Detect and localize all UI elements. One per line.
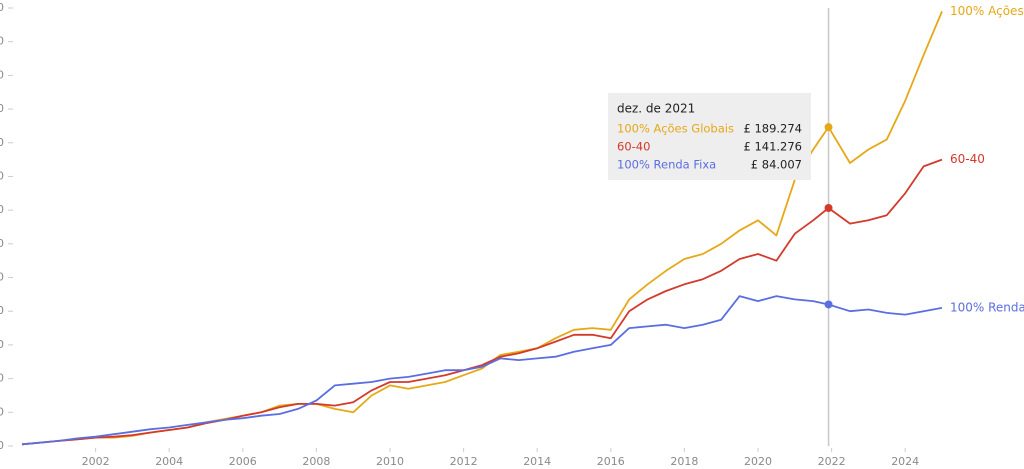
y-tick-label: 200.000 [0, 102, 4, 115]
y-tick-label: 0 [0, 439, 4, 452]
x-tick-label: 2022 [818, 455, 846, 468]
end-label: 100% Renda [950, 300, 1024, 314]
tooltip-value: £ 141.276 [743, 140, 802, 154]
y-tick-label: 240.000 [0, 35, 4, 48]
x-tick-label: 2016 [597, 455, 625, 468]
x-tick-label: 2012 [450, 455, 478, 468]
y-tick-label: 180.000 [0, 136, 4, 149]
x-tick-label: 2004 [155, 455, 183, 468]
tooltip-title: dez. de 2021 [617, 102, 695, 116]
y-tick-label: 120.000 [0, 237, 4, 250]
hover-dot [824, 204, 833, 213]
y-tick-label: 80.000 [0, 304, 4, 317]
y-tick-label: 20.000 [0, 405, 4, 418]
x-tick-label: 2010 [376, 455, 404, 468]
x-tick-label: 2008 [302, 455, 330, 468]
x-tick-label: 2006 [229, 455, 257, 468]
tooltip-box [608, 93, 811, 180]
tooltip-name: 60-40 [617, 140, 650, 154]
y-tick-label: 100.000 [0, 271, 4, 284]
y-tick-label: 140.000 [0, 203, 4, 216]
end-label: 100% Ações [950, 4, 1024, 18]
series-line [21, 295, 943, 446]
y-tick-label: 160.000 [0, 169, 4, 182]
x-tick-label: 2020 [744, 455, 772, 468]
x-tick-label: 2018 [670, 455, 698, 468]
tooltip-value: £ 189.274 [743, 122, 802, 136]
y-tick-label: 220.000 [0, 68, 4, 81]
hover-dot [824, 123, 833, 132]
hover-dot [824, 300, 833, 309]
end-label: 60-40 [950, 152, 985, 166]
series-line [21, 158, 943, 446]
y-tick-label: 260.000 [0, 1, 4, 14]
y-tick-label: 60.000 [0, 338, 4, 351]
x-tick-label: 2024 [891, 455, 919, 468]
tooltip-name: 100% Ações Globais [617, 122, 734, 136]
tooltip-value: £ 84.007 [751, 158, 802, 172]
tooltip-name: 100% Renda Fixa [617, 158, 716, 172]
y-tick-label: 40.000 [0, 372, 4, 385]
x-tick-label: 2002 [82, 455, 110, 468]
x-tick-label: 2014 [523, 455, 551, 468]
